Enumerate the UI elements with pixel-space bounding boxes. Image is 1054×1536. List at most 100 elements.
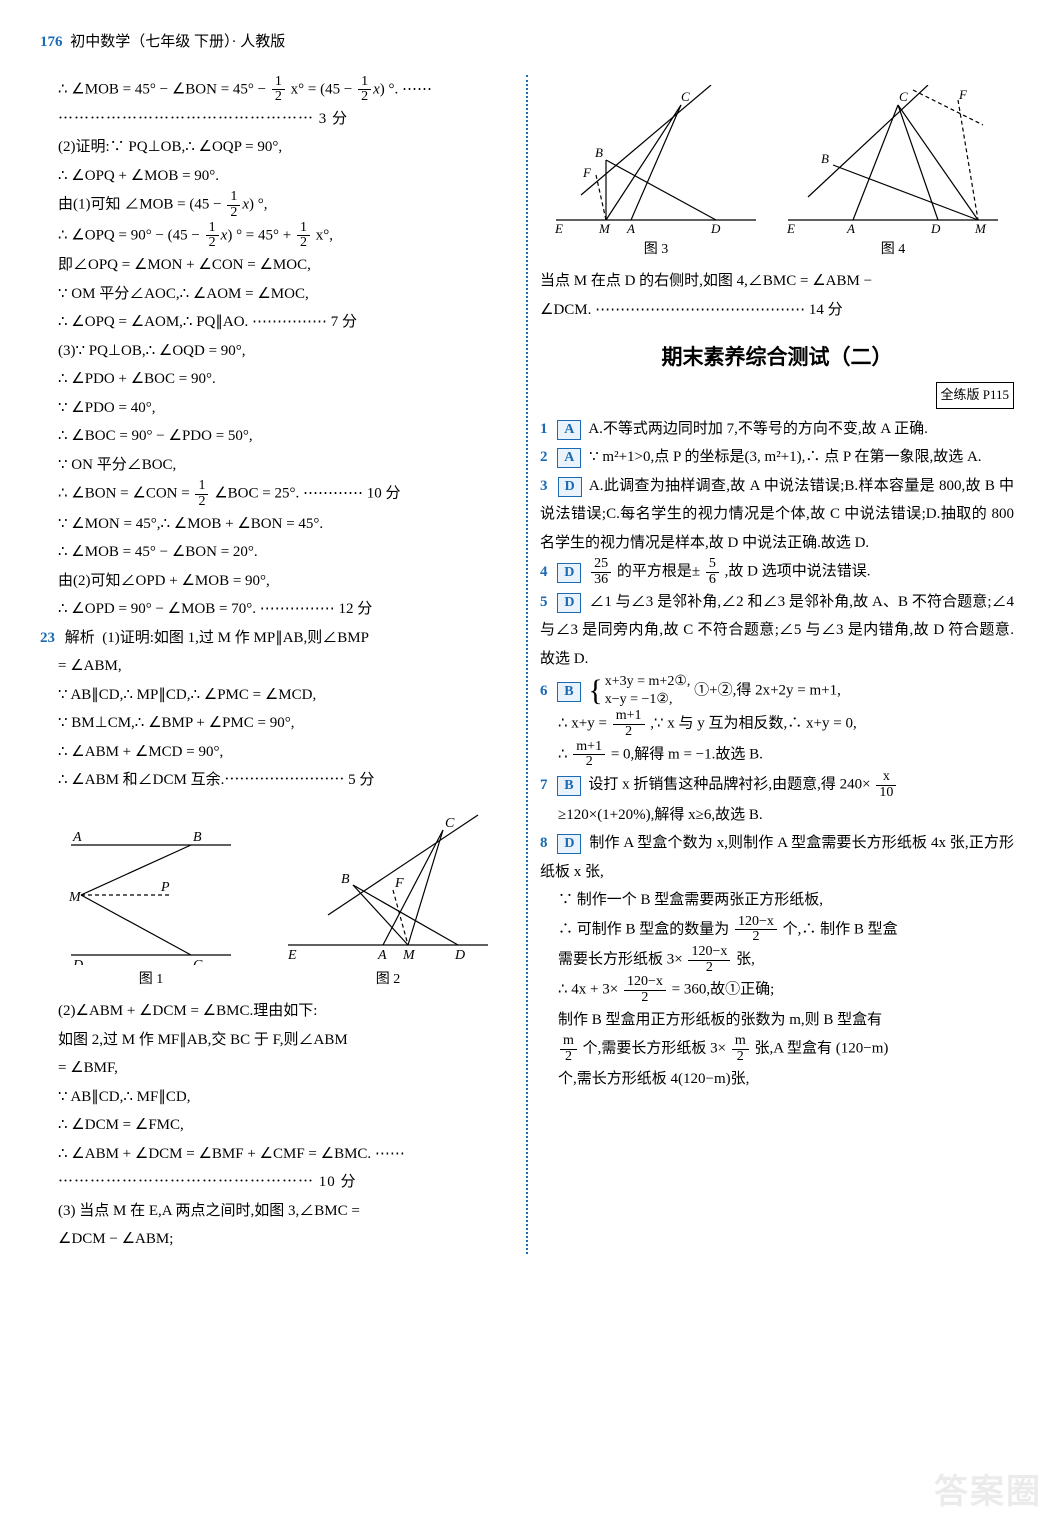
svg-text:B: B (595, 145, 603, 160)
answer-item-1: 1 A A.不等式两边同时加 7,不等号的方向不变,故 A 正确. (540, 415, 1014, 444)
figure-2: EA MD BF C 图 2 (283, 805, 493, 994)
math-line: 如图 2,过 M 作 MF∥AB,交 BC 于 F,则∠ABM (40, 1026, 514, 1055)
svg-text:P: P (160, 880, 170, 895)
math-line: 由(1)可知 ∠MOB = (45 − 12x) °, (40, 190, 514, 220)
math-line: ∵ AB∥CD,∴ MF∥CD, (40, 1083, 514, 1112)
score-line: ⋯⋯⋯⋯⋯⋯⋯⋯⋯⋯⋯⋯⋯⋯⋯⋯ 3 分 (40, 105, 514, 134)
math-line: ∴ ∠BON = ∠CON = 12 ∠BOC = 25°. ⋯⋯⋯⋯ 10 分 (40, 479, 514, 509)
svg-text:D: D (710, 221, 721, 235)
math-line: ∵ BM⊥CM,∴ ∠BMP + ∠PMC = 90°, (40, 709, 514, 738)
svg-text:F: F (394, 876, 404, 891)
math-line: ∵ AB∥CD,∴ MP∥CD,∴ ∠PMC = ∠MCD, (40, 681, 514, 710)
fraction: x10 (876, 770, 896, 800)
math-line: (3)∵ PQ⊥OB,∴ ∠OQD = 90°, (40, 337, 514, 366)
math-line: ∴ ∠OPD = 90° − ∠MOB = 70°. ⋯⋯⋯⋯⋯ 12 分 (40, 595, 514, 624)
math-line: m2 个,需要长方形纸板 3× m2 张,A 型盒有 (120−m) (540, 1034, 1014, 1064)
answer-box: B (557, 682, 580, 702)
question-number: 1 (540, 421, 548, 437)
math-line: ∵ ∠MON = 45°,∴ ∠MOB + ∠BON = 45°. (40, 510, 514, 539)
math-line: ∴ ∠MOB = 45° − ∠BON = 45° − 12 x° = (45 … (40, 75, 514, 105)
score-line: ⋯⋯⋯⋯⋯⋯⋯⋯⋯⋯⋯⋯⋯⋯⋯⋯ 10 分 (40, 1168, 514, 1197)
math-line: 由(2)可知∠OPD + ∠MOB = 90°, (40, 567, 514, 596)
fraction: 120−x2 (688, 945, 730, 975)
question-number: 6 (540, 683, 548, 699)
svg-text:D: D (930, 221, 941, 235)
fraction: m+12 (573, 740, 605, 770)
fig2-caption: 图 2 (283, 967, 493, 994)
math-line: (2)证明:∵ PQ⊥OB,∴ ∠OQP = 90°, (40, 133, 514, 162)
svg-text:M: M (974, 221, 987, 235)
fraction: 120−x2 (624, 975, 666, 1005)
svg-text:F: F (958, 87, 968, 102)
answer-item-5: 5 D ∠1 与∠3 是邻补角,∠2 和∠3 是邻补角,故 A、B 不符合题意;… (540, 588, 1014, 674)
answer-box: D (557, 563, 581, 583)
math-line: 即∠OPQ = ∠MON + ∠CON = ∠MOC, (40, 251, 514, 280)
fraction: 12 (206, 221, 219, 251)
math-line: ∴ 可制作 B 型盒的数量为 120−x2 个,∴ 制作 B 型盒 (540, 915, 1014, 945)
svg-text:E: E (554, 221, 563, 235)
answer-item-2: 2 A ∵ m²+1>0,点 P 的坐标是(3, m²+1),∴ 点 P 在第一… (540, 443, 1014, 472)
math-line: ∴ 4x + 3× 120−x2 = 360,故①正确; (540, 975, 1014, 1005)
answer-box: B (557, 776, 580, 796)
answer-item-7: 7 B 设打 x 折销售这种品牌衬衫,由题意,得 240× x10 (540, 770, 1014, 800)
math-line: ∴ ∠ABM + ∠DCM = ∠BMF + ∠CMF = ∠BMC. ⋯⋯ (40, 1140, 514, 1169)
math-line: ∴ ∠PDO + ∠BOC = 90°. (40, 365, 514, 394)
math-line: ∴ ∠OPQ = 90° − (45 − 12x) ° = 45° + 12 x… (40, 221, 514, 251)
math-line: ∴ ∠OPQ = ∠AOM,∴ PQ∥AO. ⋯⋯⋯⋯⋯ 7 分 (40, 308, 514, 337)
math-line: ∴ ∠BOC = 90° − ∠PDO = 50°, (40, 422, 514, 451)
equation-system: { x+3y = m+2①, x−y = −1②, (588, 673, 690, 709)
fraction: m+12 (613, 709, 645, 739)
svg-text:A: A (377, 948, 387, 963)
fig4-caption: 图 4 (783, 237, 1003, 264)
svg-text:M: M (402, 948, 416, 963)
svg-text:A: A (846, 221, 855, 235)
fig4-svg: EA DM BC F (783, 85, 1003, 235)
fig1-svg: AB MP DC (61, 815, 241, 965)
math-line: ∵ 制作一个 B 型盒需要两张正方形纸板, (540, 886, 1014, 915)
answer-item-8: 8 D 制作 A 型盒个数为 x,则制作 A 型盒需要长方形纸板 4x 张,正方… (540, 829, 1014, 886)
svg-text:B: B (821, 151, 829, 166)
fraction: m2 (560, 1034, 577, 1064)
fraction: 12 (297, 221, 310, 251)
left-column: ∴ ∠MOB = 45° − ∠BON = 45° − 12 x° = (45 … (40, 75, 526, 1254)
page-title: 初中数学（七年级 下册）· 人教版 (70, 34, 285, 50)
question-number: 23 (40, 630, 55, 646)
fraction: 12 (272, 75, 285, 105)
fraction: 12 (195, 479, 208, 509)
question-number: 5 (540, 594, 548, 610)
math-line: ∵ ∠PDO = 40°, (40, 394, 514, 423)
figure-4: EA DM BC F 图 4 (783, 85, 1003, 264)
reference-box: 全练版 P115 (936, 382, 1015, 409)
math-line: ∴ ∠DCM = ∠FMC, (40, 1111, 514, 1140)
svg-text:M: M (68, 890, 82, 905)
fig3-svg: EM AD BF C (551, 85, 761, 235)
answer-box: A (557, 420, 581, 440)
svg-text:C: C (681, 89, 690, 104)
fraction: 12 (227, 190, 240, 220)
fraction: 2536 (591, 557, 611, 587)
svg-text:M: M (598, 221, 611, 235)
svg-text:C: C (445, 816, 455, 831)
figure-row-1-2: AB MP DC 图 1 (40, 805, 514, 994)
page-header: 176 初中数学（七年级 下册）· 人教版 (40, 28, 1014, 57)
math-line: ∴ ∠ABM 和∠DCM 互余.⋯⋯⋯⋯⋯⋯⋯⋯ 5 分 (40, 766, 514, 795)
section-title: 期末素养综合测试（二） (540, 338, 1014, 378)
math-line: ∴ ∠ABM + ∠MCD = 90°, (40, 738, 514, 767)
fraction: m2 (732, 1034, 749, 1064)
svg-text:D: D (72, 958, 83, 965)
svg-text:D: D (454, 948, 465, 963)
two-column-layout: ∴ ∠MOB = 45° − ∠BON = 45° − 12 x° = (45 … (40, 75, 1014, 1254)
fraction: 120−x2 (735, 915, 777, 945)
math-line: ∠DCM. ⋯⋯⋯⋯⋯⋯⋯⋯⋯⋯⋯⋯⋯⋯ 14 分 (540, 296, 1014, 325)
figure-1: AB MP DC 图 1 (61, 815, 241, 994)
math-line: ∴ ∠MOB = 45° − ∠BON = 20°. (40, 538, 514, 567)
figure-row-3-4: E M A D B F C 图 3 (540, 85, 1014, 264)
math-line: ∠DCM − ∠ABM; (40, 1225, 514, 1254)
question-23: 23 解析 (1)证明:如图 1,过 M 作 MP∥AB,则∠BMP (40, 624, 514, 653)
math-line: ≥120×(1+20%),解得 x≥6,故选 B. (540, 801, 1014, 830)
math-line: ∵ OM 平分∠AOC,∴ ∠AOM = ∠MOC, (40, 280, 514, 309)
fig3-caption: 图 3 (551, 237, 761, 264)
svg-text:A: A (626, 221, 635, 235)
math-line: (3) 当点 M 在 E,A 两点之间时,如图 3,∠BMC = (40, 1197, 514, 1226)
question-number: 3 (540, 478, 548, 494)
